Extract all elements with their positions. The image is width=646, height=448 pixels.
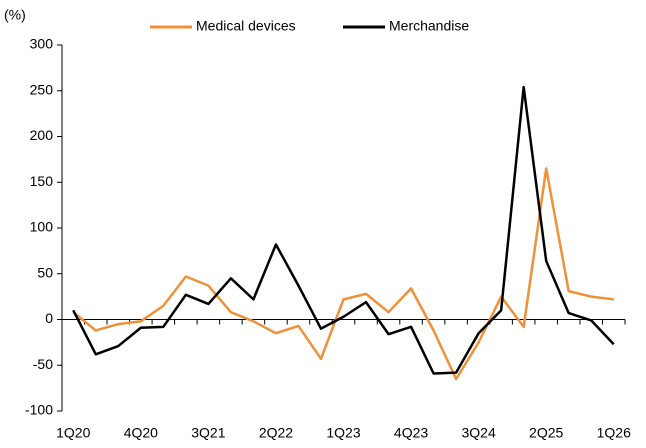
y-tick-label: 250 xyxy=(30,81,54,97)
x-tick-label: 4Q23 xyxy=(394,425,428,441)
y-tick-label: -100 xyxy=(25,402,53,418)
y-tick-label: 100 xyxy=(30,219,54,235)
x-tick-label: 2Q22 xyxy=(259,425,293,441)
x-tick-label: 3Q24 xyxy=(461,425,495,441)
legend-label: Medical devices xyxy=(196,18,296,34)
x-tick-label: 1Q23 xyxy=(326,425,360,441)
series-line xyxy=(72,167,614,381)
y-tick-label: -50 xyxy=(33,356,53,372)
y-tick-label: 0 xyxy=(45,310,53,326)
x-tick-label: 1Q20 xyxy=(56,425,90,441)
x-tick-label: 4Q20 xyxy=(124,425,158,441)
y-tick-label: 150 xyxy=(30,173,54,189)
x-tick-label: 3Q21 xyxy=(191,425,225,441)
series-line xyxy=(72,85,615,375)
legend-label: Merchandise xyxy=(389,18,469,34)
y-axis-label: (%) xyxy=(4,7,26,23)
x-tick-label: 1Q26 xyxy=(597,425,631,441)
x-tick-label: 2Q25 xyxy=(529,425,563,441)
y-tick-label: 300 xyxy=(30,36,54,52)
y-tick-label: 200 xyxy=(30,127,54,143)
y-tick-label: 50 xyxy=(37,264,53,280)
